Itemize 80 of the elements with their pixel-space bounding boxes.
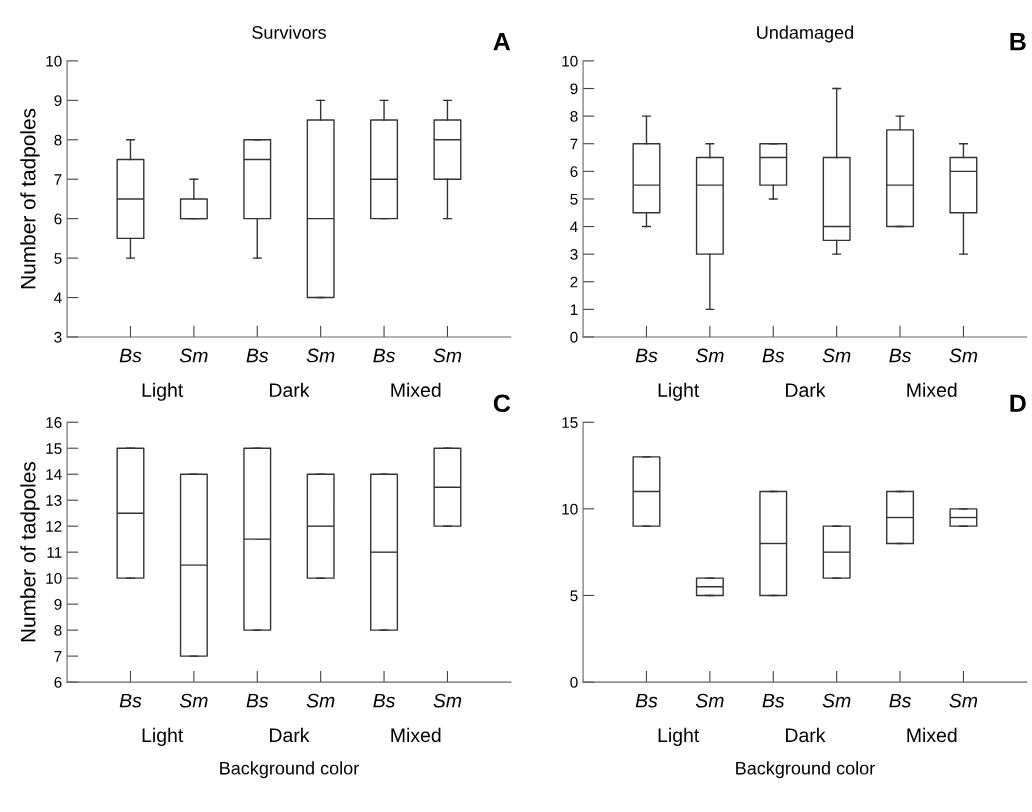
x-tick-label: Bs: [373, 693, 395, 708]
x-axis-title: Background color: [220, 761, 359, 779]
text: Light: [142, 382, 184, 401]
y-tick-label: 5: [570, 590, 578, 602]
y-tick-label: 5: [54, 253, 62, 264]
x-tick-label: Bs: [373, 348, 395, 363]
y-tick-label: 10: [46, 55, 62, 67]
x-tick-label: Bs: [762, 348, 785, 363]
y-tick-label: 3: [54, 331, 62, 343]
y-axis-title: Number of tadpoles: [20, 108, 40, 289]
x-tick-label: Bs: [762, 693, 785, 708]
x-tick-label: Bs: [246, 693, 269, 708]
x-tick-label: Sm: [433, 348, 462, 363]
y-tick-label: 7: [570, 138, 578, 150]
y-tick-label: 0: [570, 676, 578, 688]
x-tick-label: Sm: [179, 348, 208, 363]
y-tick-label: 7: [54, 651, 62, 662]
x-tick-label: Sm: [949, 693, 978, 708]
x-tick-label: Sm: [695, 693, 724, 708]
x-tick-label: Bs: [246, 348, 269, 363]
text: Mixed: [391, 382, 441, 398]
x-tick-label: Bs: [119, 693, 142, 708]
text: Dark: [786, 382, 826, 398]
x-tick-label: Sm: [306, 348, 335, 363]
text: C: [493, 394, 511, 413]
y-tick-label: 15: [46, 443, 62, 454]
y-tick-label: 9: [54, 95, 62, 107]
y-tick-label: 3: [570, 249, 578, 260]
x-tick-label: Sm: [433, 693, 462, 708]
x-tick-label: Sm: [949, 348, 978, 363]
text: Mixed: [907, 727, 957, 743]
text: Light: [142, 727, 184, 746]
y-tick-label: 4: [54, 292, 62, 304]
x-tick-label: Bs: [119, 348, 142, 363]
y-tick-label: 8: [54, 134, 62, 146]
x-tick-label: Bs: [635, 348, 658, 363]
y-tick-label: 6: [54, 213, 62, 225]
y-tick-label: 6: [570, 166, 578, 178]
y-tick-label: 5: [570, 193, 578, 205]
text: Dark: [270, 382, 310, 398]
x-tick-label: Bs: [889, 693, 911, 708]
x-tick-label: Sm: [822, 348, 851, 363]
text: Light: [658, 727, 700, 746]
y-tick-label: 12: [46, 521, 62, 532]
x-tick-label: Bs: [889, 348, 911, 363]
x-tick-label: Sm: [822, 693, 851, 708]
y-tick-label: 2: [570, 276, 578, 288]
y-tick-label: 8: [54, 624, 62, 636]
y-tick-label: 9: [54, 599, 62, 610]
x-tick-label: Bs: [635, 693, 658, 708]
y-tick-label: 16: [46, 417, 62, 428]
y-tick-label: 6: [54, 676, 62, 688]
x-tick-label: Sm: [179, 693, 208, 708]
y-tick-label: 10: [562, 503, 578, 515]
x-tick-label: Sm: [695, 348, 724, 363]
text: D: [1010, 394, 1026, 412]
text: Dark: [270, 727, 310, 743]
text: Light: [658, 382, 700, 401]
y-tick-label: 13: [46, 495, 62, 506]
y-tick-label: 11: [47, 547, 62, 558]
x-axis-title: Background color: [736, 761, 875, 779]
y-tick-label: 7: [54, 174, 62, 185]
y-tick-label: 4: [570, 221, 578, 233]
text: Mixed: [391, 727, 441, 743]
y-tick-label: 8: [570, 110, 578, 122]
y-axis-title: Number of tadpoles: [20, 462, 40, 642]
y-tick-label: 9: [570, 83, 578, 95]
y-tick-label: 10: [46, 573, 62, 584]
y-tick-label: 0: [570, 331, 578, 343]
chart-title: Undamaged: [757, 25, 853, 43]
chart-title: Survivors: [252, 25, 326, 39]
text: Mixed: [907, 382, 957, 398]
x-tick-label: Sm: [306, 693, 335, 708]
text: B: [1010, 32, 1026, 51]
y-tick-label: 14: [46, 469, 62, 480]
y-tick-label: 15: [562, 417, 578, 428]
y-tick-label: 1: [570, 304, 578, 315]
text: A: [493, 32, 511, 51]
y-tick-label: 10: [562, 55, 578, 67]
text: Dark: [786, 727, 826, 743]
